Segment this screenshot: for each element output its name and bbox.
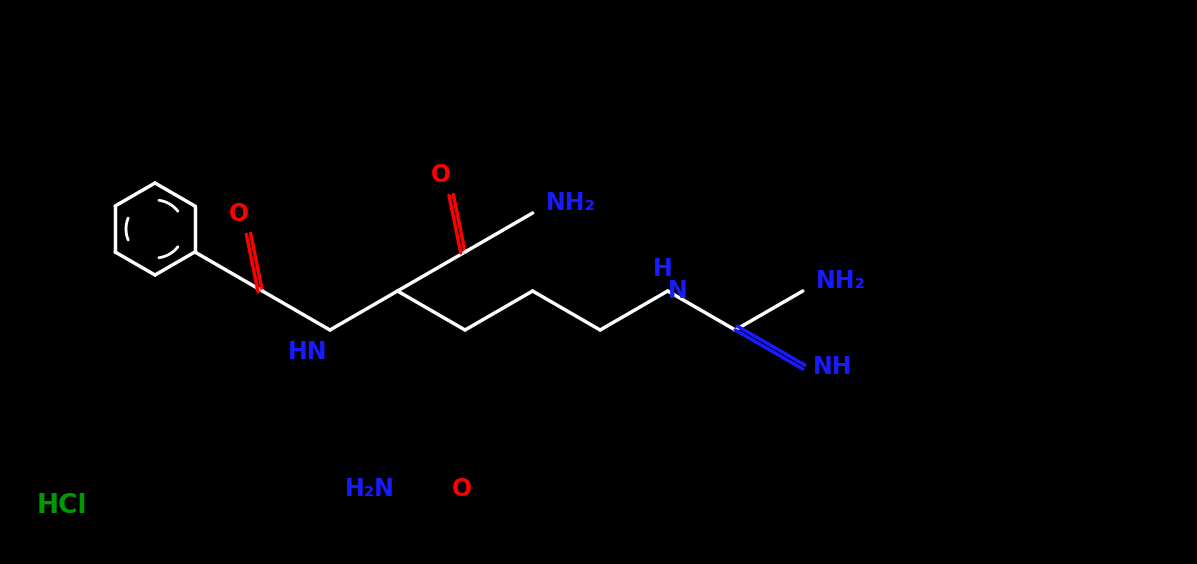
Text: NH: NH xyxy=(813,355,852,379)
Text: N: N xyxy=(668,279,687,303)
Text: NH₂: NH₂ xyxy=(546,191,596,215)
Text: O: O xyxy=(431,162,451,187)
Text: O: O xyxy=(229,201,249,226)
Text: HCl: HCl xyxy=(37,493,87,519)
Text: HN: HN xyxy=(288,340,328,364)
Text: O: O xyxy=(452,477,472,501)
Text: NH₂: NH₂ xyxy=(816,269,865,293)
Text: H₂N: H₂N xyxy=(345,477,395,501)
Text: H: H xyxy=(652,257,673,281)
